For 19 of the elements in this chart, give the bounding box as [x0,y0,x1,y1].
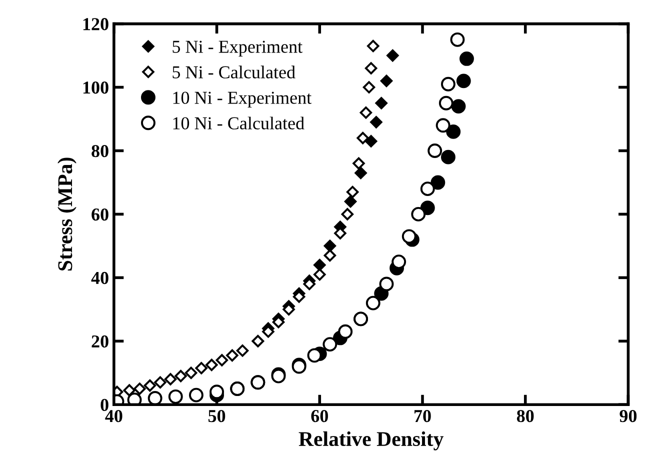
legend-label: 5 Ni - Experiment [172,40,302,57]
y-tick-label: 80 [92,144,108,158]
legend-label: 10 Ni - Experiment [173,92,312,108]
x-tick-label: 50 [208,410,226,422]
y-tick-label: 0 [100,398,108,412]
y-tick-label: 100 [83,82,108,94]
x-axis-title: Relative Density [298,431,444,450]
y-axis-title: Stress (MPa) [58,158,76,270]
y-tick-label: 120 [83,18,108,30]
y-tick-label: 60 [92,208,108,221]
legend-label: 10 Ni - Calculated [173,116,304,130]
x-tick-label: 70 [414,410,431,422]
x-tick-label: 40 [105,410,122,422]
x-tick-label: 60 [311,410,328,422]
legend-label: 5 Ni - Calculated [172,66,296,78]
x-tick-label: 90 [620,410,637,422]
y-tick-label: 20 [92,335,108,348]
x-tick-label: 80 [516,410,534,422]
y-tick-label: 40 [91,272,108,284]
